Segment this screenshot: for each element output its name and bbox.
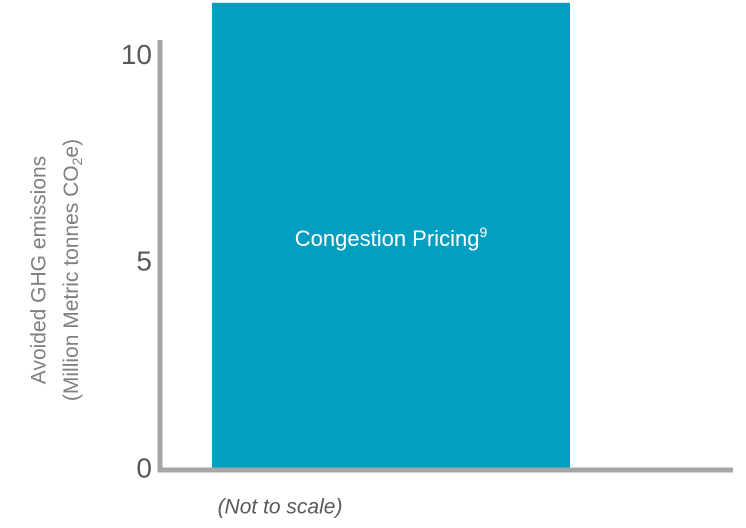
bar-label-footnote: 9 [479,224,487,240]
y-tick-label: 10 [121,39,152,70]
y-axis-label: Avoided GHG emissions [28,156,51,384]
y-axis-label-subscript: 2 [69,157,85,165]
y-axis-label-part: (Million Metric tonnes CO [60,165,83,401]
bar-label-text: Congestion Pricing [295,226,480,251]
note: (Not to scale) [218,496,343,519]
y-axis-label-part: e) [60,139,83,158]
y-tick-label: 0 [136,452,152,483]
y-axis-label: (Million Metric tonnes CO2e) [60,139,85,401]
bar [212,2,570,471]
y-tick-label: 5 [136,246,152,277]
bar-label: Congestion Pricing9 [295,224,488,251]
